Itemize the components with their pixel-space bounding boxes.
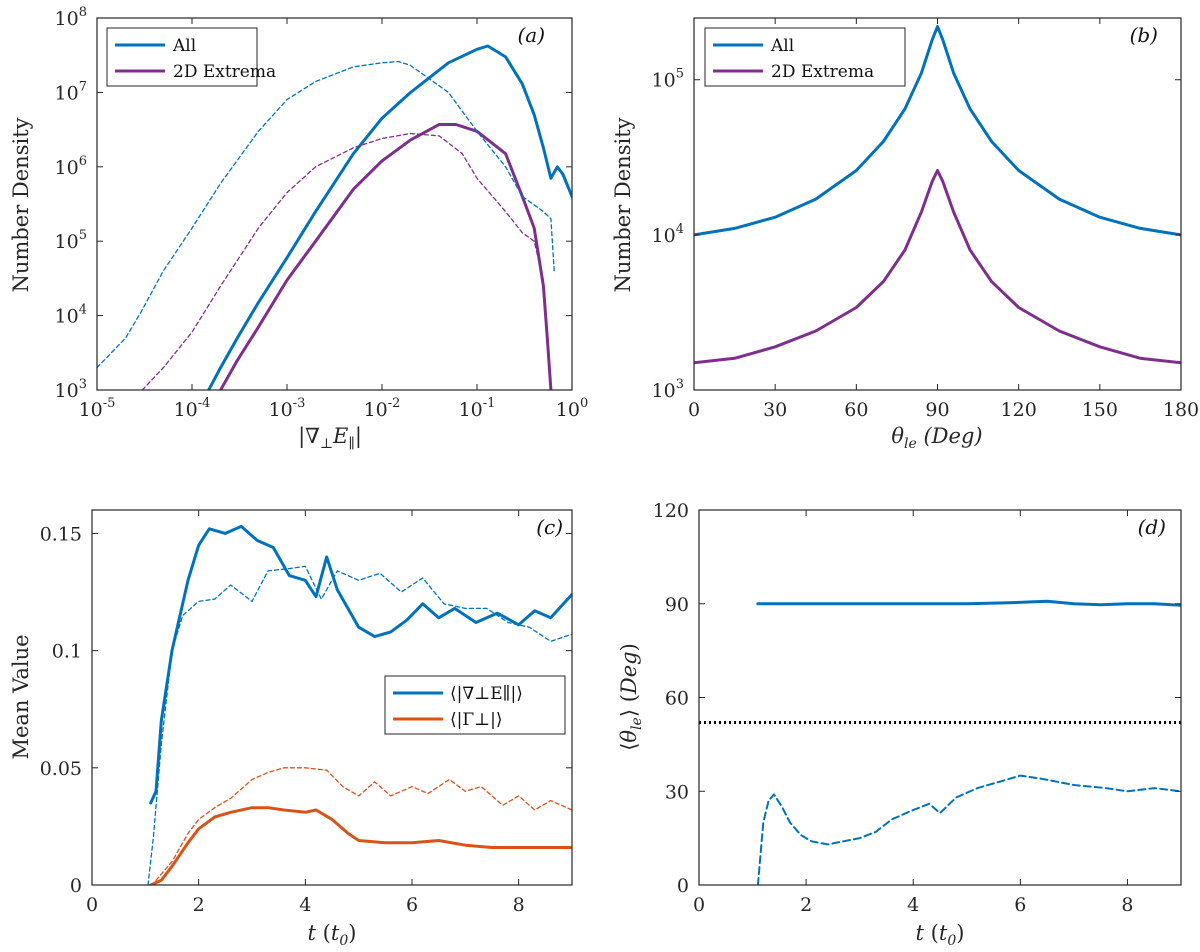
x-tick-label: 60 (844, 399, 868, 421)
panel-a-xlabel: |∇⊥E∥| (298, 424, 362, 452)
y-tick-label: 30 (665, 781, 689, 803)
panel-c-label: (c) (536, 515, 563, 539)
x-tick-label: 10-4 (174, 396, 211, 421)
y-tick-label: 106 (55, 154, 87, 179)
panel-d-label: (d) (1138, 515, 1166, 539)
series-c-3 (155, 767, 572, 881)
series-a-1 (219, 123, 553, 390)
y-tick-label: 0 (677, 875, 689, 897)
series-b-1 (694, 169, 1181, 365)
x-tick-label: 10-5 (79, 396, 116, 421)
x-tick-label: 120 (1001, 399, 1037, 421)
x-tick-label: 90 (925, 399, 949, 421)
x-tick-label: 30 (763, 399, 787, 421)
panel-d: 0 2 4 6 8 0 30 60 90 120 ⟨θle⟩ (Deg) t (t0) (d) (617, 500, 1182, 949)
series-d-1 (756, 774, 1181, 885)
panel-a-label: (a) (517, 23, 545, 47)
panel-c: 0 2 4 6 800.050.10.15 Mean Value t (t0) (c) … (9, 509, 573, 949)
x-tick-label: 150 (1082, 399, 1118, 421)
panel-b: 0 30 60 90 120 150 180 103 104 105 Number Density… (611, 17, 1199, 452)
panel-b-xlabel: θle (Deg) (891, 424, 982, 452)
panel-a-legend: All 2D Extrema (106, 27, 276, 87)
panel-c-ylabel: Mean Value (9, 634, 33, 759)
x-tick-label: 180 (1163, 399, 1199, 421)
y-tick-label: 120 (653, 500, 689, 522)
y-tick-label: 0.05 (40, 758, 82, 780)
panel-d-xlabel: t (t0) (916, 921, 965, 949)
legend-a-all: All (172, 36, 196, 56)
panel-c-legend: ⟨|∇⊥E∥|⟩ ⟨|Γ⊥|⟩ (384, 675, 566, 735)
legend-a-extrema: 2D Extrema (173, 62, 276, 82)
x-tick-label: 6 (406, 894, 418, 916)
y-tick-label: 0 (70, 875, 82, 897)
y-tick-label: 0.1 (52, 641, 82, 663)
panel-a: 10-5 10-4 10-3 10-2 10-1 100 103 104 105 106 107 10… (9, 5, 588, 452)
x-tick-label: 4 (907, 894, 919, 916)
series-b-0 (694, 25, 1181, 237)
panel-a-frame (96, 17, 573, 391)
y-tick-label: 108 (55, 5, 87, 30)
x-tick-label: 10-3 (269, 396, 306, 421)
panel-b-ylabel: Number Density (611, 117, 635, 292)
y-tick-label: 105 (55, 228, 87, 253)
x-tick-label: 10-2 (364, 396, 401, 421)
panel-a-ylabel: Number Density (9, 117, 33, 292)
series-a-3 (141, 132, 545, 390)
x-tick-label: 10-1 (459, 396, 496, 421)
x-tick-label: 4 (299, 894, 311, 916)
y-tick-label: 60 (665, 688, 689, 710)
panel-b-label: (b) (1130, 23, 1158, 47)
panel-c-frame (91, 509, 573, 886)
y-tick-label: 104 (652, 222, 684, 247)
x-tick-label: 0 (688, 399, 700, 421)
x-tick-label: 8 (1121, 894, 1133, 916)
y-tick-label: 0.15 (40, 523, 82, 545)
y-tick-label: 103 (55, 377, 87, 402)
y-tick-label: 104 (55, 303, 87, 328)
legend-b-extrema: 2D Extrema (771, 62, 874, 82)
x-tick-label: 2 (193, 894, 205, 916)
series-c-2 (149, 806, 572, 885)
series-d-0 (756, 599, 1181, 607)
x-tick-label: 2 (800, 894, 812, 916)
series-a-0 (207, 44, 572, 390)
legend-b-all: All (770, 36, 794, 56)
y-tick-label: 90 (665, 594, 689, 616)
series-c-1 (147, 565, 572, 885)
series-c-0 (149, 524, 572, 805)
panel-d-ylabel: ⟨θle⟩ (Deg) (617, 643, 645, 751)
panel-b-legend: All 2D Extrema (704, 27, 906, 87)
x-tick-label: 0 (693, 894, 705, 916)
x-tick-label: 6 (1014, 894, 1026, 916)
series-a-2 (97, 60, 555, 369)
y-tick-label: 103 (652, 377, 684, 402)
panel-d-frame (698, 509, 1182, 886)
y-tick-label: 105 (652, 67, 684, 92)
legend-c-gamma: ⟨|Γ⊥|⟩ (450, 710, 503, 730)
x-tick-label: 8 (513, 894, 525, 916)
panel-c-xlabel: t (t0) (308, 921, 357, 949)
x-tick-label: 100 (556, 396, 588, 421)
y-tick-label: 107 (55, 79, 87, 104)
x-tick-label: 0 (86, 894, 98, 916)
legend-c-grad: ⟨|∇⊥E∥|⟩ (450, 684, 523, 704)
